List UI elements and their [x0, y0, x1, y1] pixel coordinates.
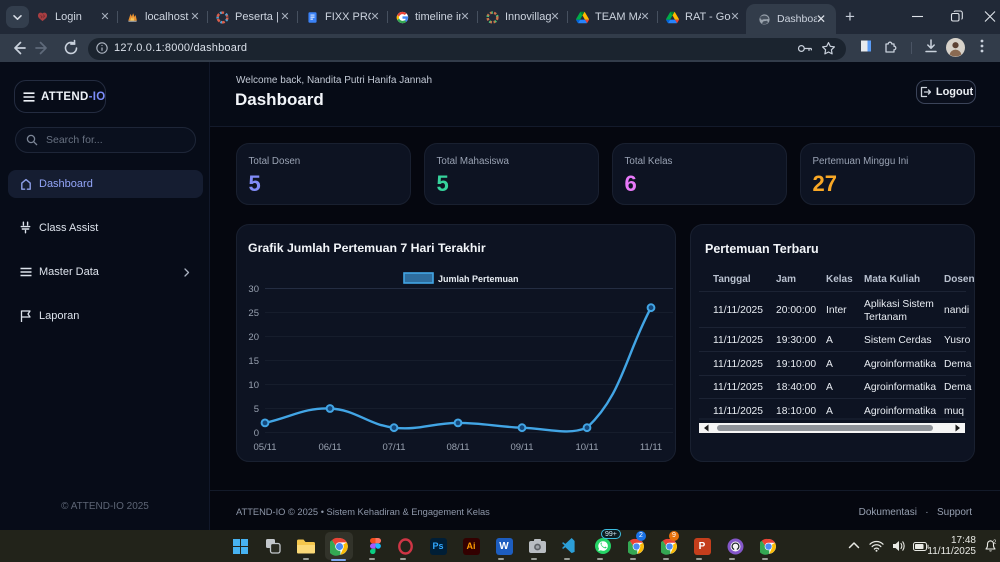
- svg-text:Aplikasi Sistem: Aplikasi Sistem: [864, 299, 934, 310]
- svg-text:Yusro: Yusro: [944, 335, 971, 346]
- svg-text:0: 0: [254, 428, 259, 439]
- svg-text:11/11/2025: 11/11/2025: [713, 359, 763, 370]
- svg-text:25: 25: [248, 308, 259, 319]
- svg-text:2: 2: [993, 540, 997, 546]
- svg-text:19:30:00: 19:30:00: [776, 335, 816, 346]
- svg-text:Agroinformatika: Agroinformatika: [864, 382, 936, 393]
- svg-text:18:40:00: 18:40:00: [776, 382, 816, 393]
- svg-text:A: A: [826, 335, 833, 346]
- svg-text:Dema: Dema: [944, 359, 972, 370]
- svg-text:11/11/2025: 11/11/2025: [713, 382, 763, 393]
- svg-text:Dosen: Dosen: [944, 274, 974, 285]
- svg-text:20:00:00: 20:00:00: [776, 305, 816, 316]
- svg-text:Sistem Cerdas: Sistem Cerdas: [864, 335, 932, 346]
- svg-text:Grafik Jumlah Pertemuan 7 Hari: Grafik Jumlah Pertemuan 7 Hari Terakhir: [248, 241, 486, 255]
- svg-text:Kelas: Kelas: [826, 274, 853, 285]
- svg-text:Agroinformatika: Agroinformatika: [864, 359, 936, 370]
- svg-text:06/11: 06/11: [318, 442, 341, 453]
- svg-text:muq: muq: [944, 406, 964, 417]
- svg-text:Tanggal: Tanggal: [713, 274, 751, 285]
- svg-text:Tertanam: Tertanam: [864, 312, 907, 323]
- svg-text:Pertemuan Terbaru: Pertemuan Terbaru: [705, 242, 819, 256]
- svg-text:19:10:00: 19:10:00: [776, 359, 816, 370]
- svg-text:08/11: 08/11: [446, 442, 469, 453]
- svg-text:5: 5: [254, 404, 259, 415]
- svg-text:10: 10: [248, 380, 259, 391]
- svg-text:10/11: 10/11: [575, 442, 598, 453]
- svg-text:nandi: nandi: [944, 305, 969, 316]
- svg-text:18:10:00: 18:10:00: [776, 406, 816, 417]
- svg-text:A: A: [826, 359, 833, 370]
- svg-text:20: 20: [248, 332, 259, 343]
- svg-text:05/11: 05/11: [253, 442, 276, 453]
- svg-text:Dema: Dema: [944, 382, 972, 393]
- svg-text:15: 15: [248, 356, 259, 367]
- svg-text:Jam: Jam: [776, 274, 796, 285]
- svg-text:11/11/2025: 11/11/2025: [713, 335, 763, 346]
- svg-text:A: A: [826, 382, 833, 393]
- svg-text:30: 30: [248, 284, 259, 295]
- svg-text:Mata Kuliah: Mata Kuliah: [864, 274, 920, 285]
- svg-text:Jumlah Pertemuan: Jumlah Pertemuan: [438, 274, 519, 284]
- svg-text:11/11/2025: 11/11/2025: [713, 305, 763, 316]
- svg-text:11/11/2025: 11/11/2025: [713, 406, 763, 417]
- svg-text:11/11: 11/11: [640, 442, 662, 453]
- svg-text:07/11: 07/11: [382, 442, 405, 453]
- svg-text:Inter: Inter: [826, 305, 847, 316]
- svg-text:09/11: 09/11: [510, 442, 533, 453]
- svg-text:A: A: [826, 406, 833, 417]
- svg-text:Agroinformatika: Agroinformatika: [864, 406, 936, 417]
